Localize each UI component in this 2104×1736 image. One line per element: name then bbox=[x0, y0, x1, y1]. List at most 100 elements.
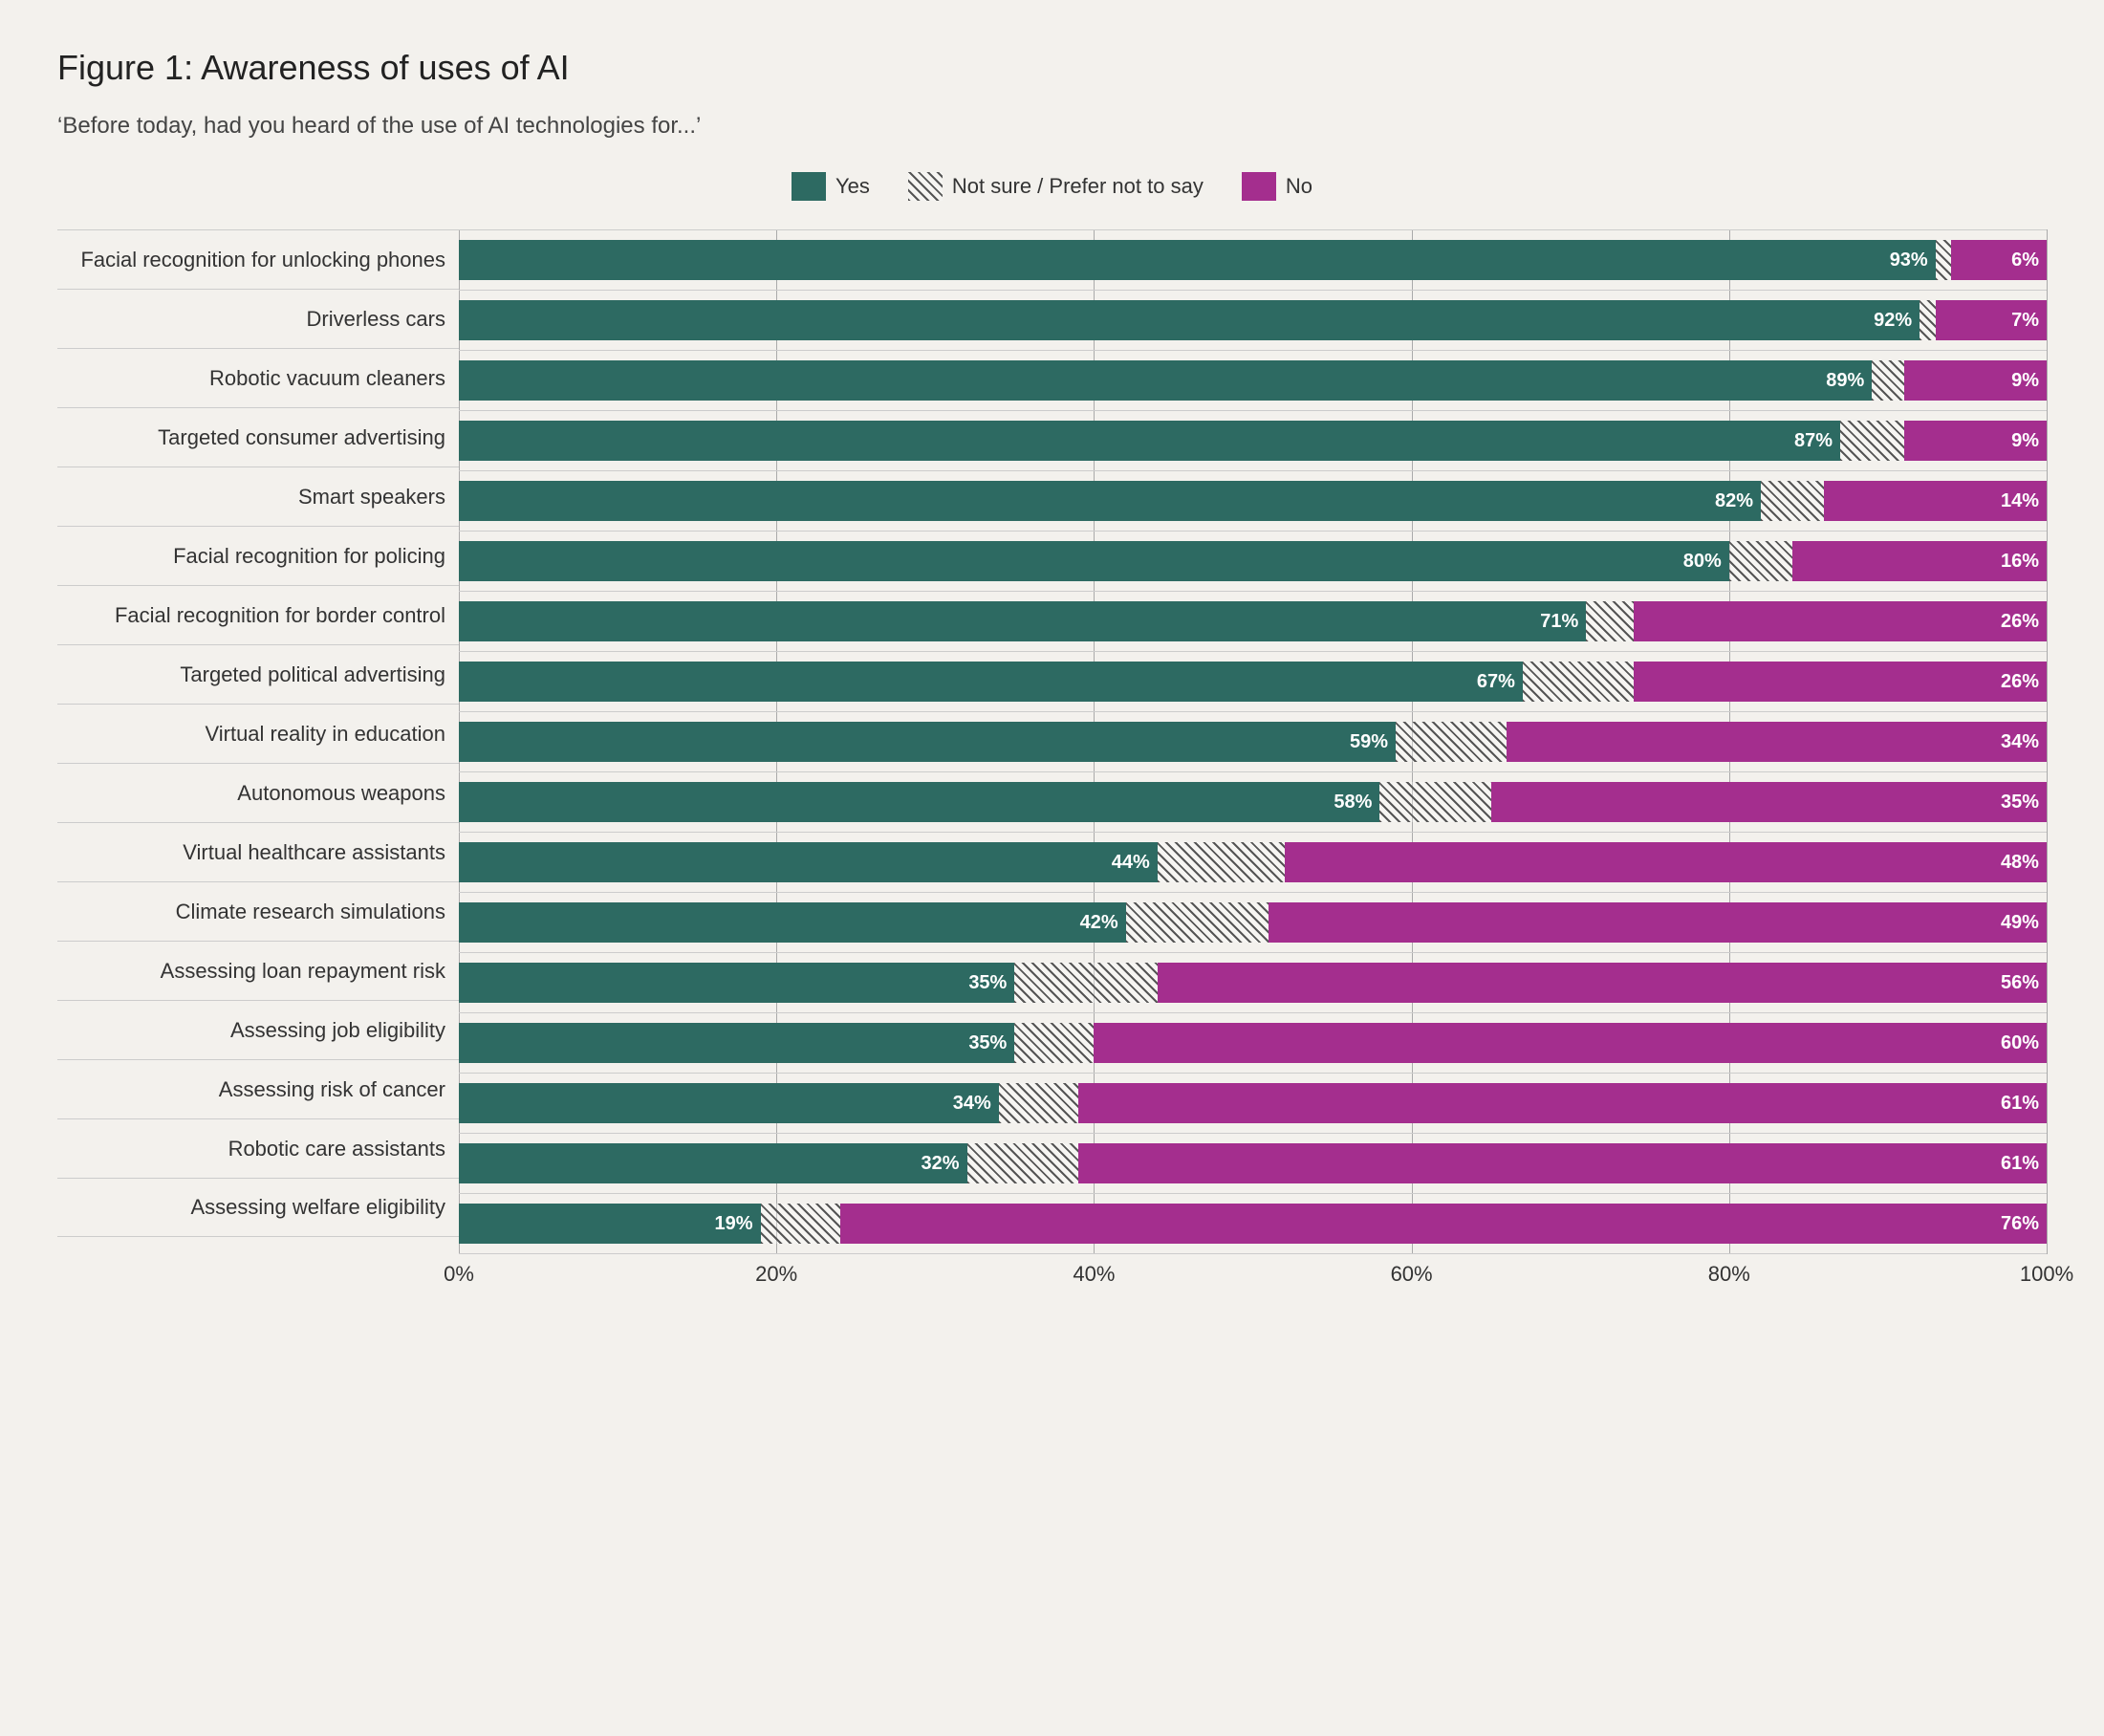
bar-row: 35% 56% bbox=[459, 952, 2047, 1012]
bar-segment-no: 60% bbox=[1094, 1023, 2047, 1063]
bar-segment-no: 7% bbox=[1936, 300, 2047, 340]
bar-row: 32% 61% bbox=[459, 1133, 2047, 1193]
category-label: Robotic care assistants bbox=[57, 1118, 459, 1178]
bar-segment-notsure bbox=[1586, 601, 1634, 641]
legend: Yes Not sure / Prefer not to say No bbox=[57, 172, 2047, 201]
bar-segment-no: 61% bbox=[1078, 1083, 2047, 1123]
bar-segment-notsure bbox=[1158, 842, 1285, 882]
bar-segment-notsure bbox=[999, 1083, 1078, 1123]
bar-segment-notsure bbox=[1761, 481, 1824, 521]
bar-value-label: 9% bbox=[2011, 430, 2039, 452]
category-label: Assessing loan repayment risk bbox=[57, 941, 459, 1000]
bar-value-label: 6% bbox=[2011, 250, 2039, 271]
bar-value-label: 49% bbox=[2001, 912, 2039, 934]
bar-segment-yes: 35% bbox=[459, 963, 1014, 1003]
x-axis-tick: 40% bbox=[1073, 1262, 1115, 1287]
category-label: Facial recognition for unlocking phones bbox=[57, 229, 459, 289]
category-label: Climate research simulations bbox=[57, 881, 459, 941]
bar-segment-no: 76% bbox=[840, 1204, 2047, 1244]
bar: 59%34% bbox=[459, 722, 2047, 762]
bar-row: 58% 35% bbox=[459, 771, 2047, 832]
bar-segment-yes: 93% bbox=[459, 240, 1936, 280]
bar-row: 82% 14% bbox=[459, 470, 2047, 531]
bar-segment-no: 16% bbox=[1792, 541, 2047, 581]
bar-value-label: 14% bbox=[2001, 490, 2039, 512]
bars-column: 93%6%92%7%89%9%87%9%82%14%80%16%71%26%67… bbox=[459, 229, 2047, 1254]
bar-segment-notsure bbox=[967, 1143, 1078, 1183]
bar-segment-yes: 92% bbox=[459, 300, 1920, 340]
bar: 44% 48% bbox=[459, 842, 2047, 882]
legend-label: No bbox=[1286, 174, 1312, 199]
category-label: Virtual reality in education bbox=[57, 704, 459, 763]
bar-row: 34% 61% bbox=[459, 1073, 2047, 1133]
bar-segment-no: 49% bbox=[1269, 902, 2047, 943]
bar-value-label: 42% bbox=[1080, 912, 1118, 934]
bar: 89% 9% bbox=[459, 360, 2047, 401]
bar-row: 80% 16% bbox=[459, 531, 2047, 591]
bar-segment-notsure bbox=[1126, 902, 1269, 943]
legend-item: Yes bbox=[792, 172, 870, 201]
x-axis-tick: 60% bbox=[1391, 1262, 1433, 1287]
bar-segment-no: 35% bbox=[1491, 782, 2047, 822]
bar-segment-no: 26% bbox=[1634, 601, 2047, 641]
bar: 82% 14% bbox=[459, 481, 2047, 521]
bar-value-label: 44% bbox=[1112, 852, 1150, 874]
bar-value-label: 9% bbox=[2011, 370, 2039, 392]
bar-segment-notsure bbox=[1729, 541, 1792, 581]
bar-segment-yes: 32% bbox=[459, 1143, 967, 1183]
bar-segment-notsure bbox=[1014, 963, 1157, 1003]
bar-value-label: 35% bbox=[968, 1032, 1007, 1054]
bar-segment-yes: 82% bbox=[459, 481, 1761, 521]
bar-value-label: 35% bbox=[2001, 792, 2039, 814]
bar-value-label: 67% bbox=[1477, 671, 1515, 693]
bar-segment-no: 34% bbox=[1507, 722, 2047, 762]
category-label: Targeted consumer advertising bbox=[57, 407, 459, 467]
bar-segment-yes: 58% bbox=[459, 782, 1379, 822]
bar: 93% 6% bbox=[459, 240, 2047, 280]
bar-segment-yes: 80% bbox=[459, 541, 1729, 581]
bar-segment-no: 9% bbox=[1904, 421, 2047, 461]
bar-value-label: 93% bbox=[1890, 250, 1928, 271]
bar-value-label: 58% bbox=[1334, 792, 1372, 814]
bar-value-label: 60% bbox=[2001, 1032, 2039, 1054]
bar-value-label: 26% bbox=[2001, 671, 2039, 693]
bar-segment-yes: 34% bbox=[459, 1083, 999, 1123]
bar-row: 19% 76% bbox=[459, 1193, 2047, 1254]
bar-segment-yes: 87% bbox=[459, 421, 1840, 461]
bar-value-label: 34% bbox=[2001, 731, 2039, 753]
bar-row: 92% 7% bbox=[459, 290, 2047, 350]
x-axis-tick: 100% bbox=[2020, 1262, 2073, 1287]
bar-row: 71%26% bbox=[459, 591, 2047, 651]
category-label: Autonomous weapons bbox=[57, 763, 459, 822]
bar-segment-notsure bbox=[1872, 360, 1903, 401]
bar: 80% 16% bbox=[459, 541, 2047, 581]
bar: 92% 7% bbox=[459, 300, 2047, 340]
chart-subtitle: ‘Before today, had you heard of the use … bbox=[57, 113, 2047, 140]
bar-segment-yes: 44% bbox=[459, 842, 1158, 882]
bar-segment-notsure bbox=[1396, 722, 1507, 762]
bar-row: 67% 26% bbox=[459, 651, 2047, 711]
category-label: Driverless cars bbox=[57, 289, 459, 348]
bar-value-label: 89% bbox=[1826, 370, 1864, 392]
bar-value-label: 61% bbox=[2001, 1153, 2039, 1175]
bar: 87% 9% bbox=[459, 421, 2047, 461]
bar-row: 35% 60% bbox=[459, 1012, 2047, 1073]
category-label: Robotic vacuum cleaners bbox=[57, 348, 459, 407]
category-label: Facial recognition for border control bbox=[57, 585, 459, 644]
bar-value-label: 61% bbox=[2001, 1093, 2039, 1115]
bar-segment-no: 6% bbox=[1951, 240, 2047, 280]
bar-value-label: 80% bbox=[1683, 551, 1722, 573]
x-axis-tick: 20% bbox=[755, 1262, 797, 1287]
bar-row: 89% 9% bbox=[459, 350, 2047, 410]
bar: 19% 76% bbox=[459, 1204, 2047, 1244]
bar-row: 87% 9% bbox=[459, 410, 2047, 470]
legend-label: Not sure / Prefer not to say bbox=[952, 174, 1204, 199]
bar-segment-notsure bbox=[1379, 782, 1490, 822]
bar-row: 93% 6% bbox=[459, 229, 2047, 290]
bar-value-label: 56% bbox=[2001, 972, 2039, 994]
bar-segment-notsure bbox=[1840, 421, 1903, 461]
bar-segment-no: 61% bbox=[1078, 1143, 2047, 1183]
bar-segment-no: 48% bbox=[1285, 842, 2047, 882]
bar: 35% 60% bbox=[459, 1023, 2047, 1063]
bar-value-label: 19% bbox=[715, 1213, 753, 1235]
